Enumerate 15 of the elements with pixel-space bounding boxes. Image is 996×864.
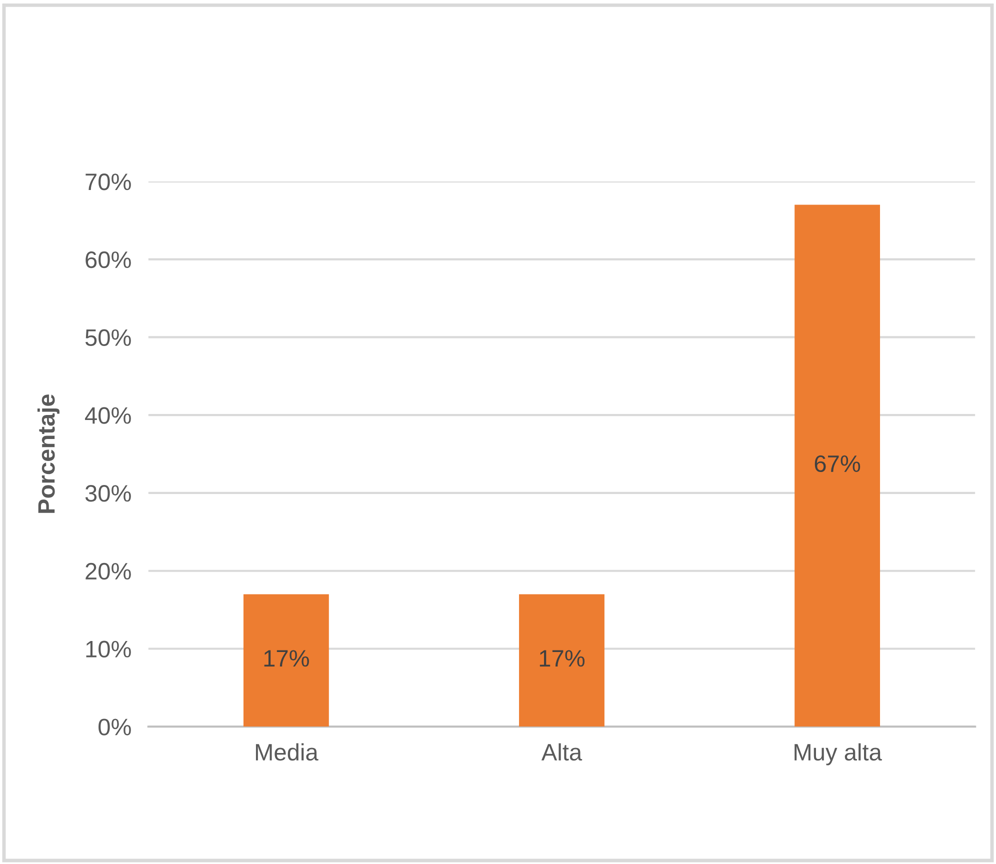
x-tick-label: Muy alta [794, 743, 882, 766]
data-label: 17% [540, 650, 585, 667]
y-tick-label: 70% [86, 174, 131, 190]
data-label: 67% [814, 455, 860, 472]
y-axis-title: Porcentaje [37, 394, 60, 513]
y-tick-label: 10% [86, 640, 131, 658]
y-tick-label: 30% [85, 485, 131, 502]
y-tick-label: 0% [98, 718, 131, 736]
y-tick-label: 50% [85, 329, 131, 346]
y-tick-label: 20% [86, 562, 131, 580]
x-tick-label: Alta [541, 743, 582, 761]
data-label: 17% [264, 650, 309, 667]
y-tick-label: 60% [86, 251, 131, 268]
y-tick-label: 40% [85, 407, 131, 424]
x-tick-label: Media [256, 743, 318, 761]
